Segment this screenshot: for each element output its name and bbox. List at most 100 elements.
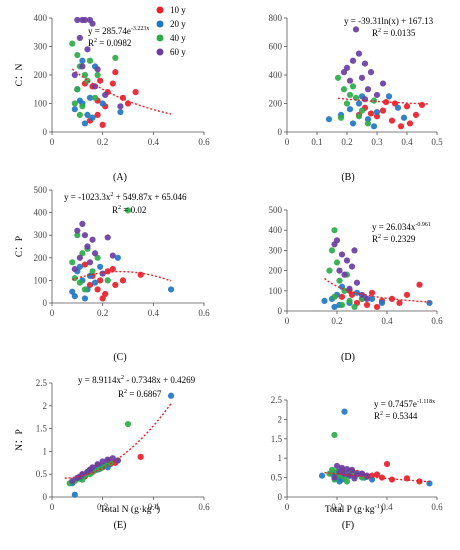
point-20y [167,392,175,399]
point-60y [336,267,343,274]
x-tick-label: 0.4 [148,308,160,318]
point-40y [79,250,86,257]
x-label-text: Total P (g·kg [325,504,375,515]
r2-value: = 0.2329 [381,234,416,244]
point-60y [361,60,369,67]
equation-sup: -0.961 [415,222,431,228]
y-tick-label: 0 [43,492,48,502]
x-tick-label: 0.5 [431,137,443,147]
y-tick-label: 1 [278,453,283,463]
point-10y [379,107,387,114]
point-40y [364,120,372,127]
r2-letter: R [372,234,378,244]
y-axis-label: C：N [15,64,25,87]
point-60y [86,259,94,266]
point-60y [331,241,338,248]
x-tick-label: 0.6 [198,137,210,147]
point-10y [383,460,391,468]
point-10y [388,117,396,124]
point-10y [124,100,132,107]
point-10y [367,110,375,117]
point-60y [81,16,89,24]
x-tick-label: 0.1 [311,137,322,147]
point-20y [336,478,343,485]
point-20y [86,94,94,101]
y-tick-label: 1.5 [271,434,283,444]
y-tick-label: 200 [269,266,283,276]
point-10y [102,290,109,298]
r-squared: R2 = 0.0135 [372,28,416,38]
point-10y [97,77,104,84]
point-10y [137,453,144,460]
point-40y [91,94,99,101]
r2-sup: 2 [378,28,381,34]
y-tick-label: 0 [278,306,283,316]
point-20y [89,114,96,121]
point-60y [84,46,91,53]
equation-text: y = 26.034x [372,222,416,232]
y-tick-label: 400 [269,225,283,235]
x-tick-label: 0.6 [198,308,210,318]
x-tick-label: 0 [50,502,55,512]
point-40y [104,277,111,284]
r-squared: R2 = 0.0982 [88,38,131,48]
point-40y [343,478,351,485]
point-60y [91,250,99,257]
x-label-text: Total N (g·kg [100,504,152,515]
x-label-tail: ) [380,504,383,515]
point-10y [99,121,106,128]
point-10y [373,303,381,311]
r-squared: R2 = 0.6867 [118,389,162,399]
point-10y [388,476,396,483]
point-60y [346,77,354,84]
point-60y [109,252,116,259]
x-tick-label: 0.4 [381,502,393,512]
panel-a: 0 0.2 0.4 0.6 0 100 200 300 400 C：N y = 285.74e-3.… [15,5,210,183]
point-20y [364,116,372,123]
point-40y [343,100,351,107]
x-tick-label: 0.2 [341,137,352,147]
point-20y [167,286,175,293]
r-squared: R2 = 0.02 [112,205,146,215]
x-axis-label: Total N (g·kg-1) [100,503,160,515]
point-20y [325,116,333,123]
x-tick-label: 0.4 [148,137,160,147]
y-tick-label: 0 [43,298,48,308]
point-20y [394,104,402,111]
point-10y [109,80,116,87]
equation-text: y = -39.31ln(x) + 167.13 [344,16,434,26]
point-20y [84,111,91,118]
y-tick-label: 400 [34,208,48,218]
point-60y [348,263,356,270]
point-10y [403,291,411,298]
legend-label: 20 y [170,19,186,29]
point-60y [74,16,81,24]
r2-letter: R [374,411,380,421]
panel-f: 0 0.2 0.4 0.6 0 0.5 1 1.5 2 2.5 Total P (g·kg-1) y … [271,395,443,531]
point-20y [355,100,363,107]
legend-marker [156,20,164,28]
r-squared: R2 = 0.5344 [374,411,418,421]
point-40y [358,107,366,114]
point-60y [71,71,78,79]
legend-marker [156,34,164,42]
equation-sup: -1.118x [417,399,435,405]
point-40y [124,207,132,214]
point-40y [340,86,348,93]
y-tick-label: 800 [269,13,283,23]
point-60y [353,279,361,286]
point-40y [81,286,89,293]
point-40y [74,232,81,239]
x-tick-label: 0.4 [401,137,413,147]
point-10y [132,89,139,96]
x-tick-label: 0.3 [371,137,383,147]
legend-label: 60 y [170,47,186,57]
x-label-sup: -1 [151,503,156,510]
point-10y [137,271,144,278]
point-40y [338,301,346,309]
y-tick-label: 300 [34,230,48,240]
y-tick-label: 100 [34,275,48,285]
panel-label: (A) [113,172,127,183]
point-60y [331,474,338,481]
y-tick-label: 200 [34,253,48,263]
